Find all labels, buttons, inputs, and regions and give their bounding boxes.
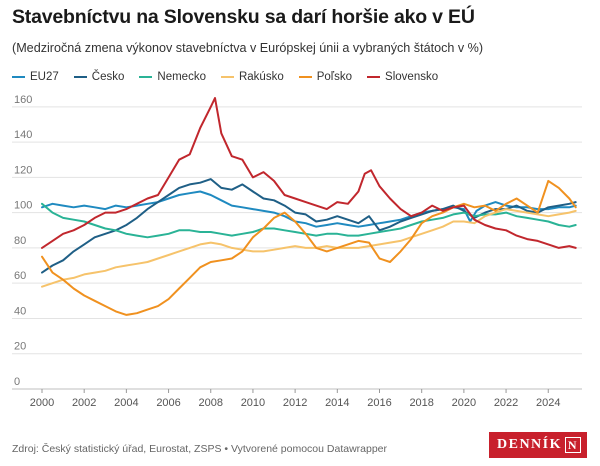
legend: EU27 Česko Nemecko Rakúsko Poľsko Sloven…: [12, 71, 438, 83]
x-tick-label: 2012: [283, 397, 307, 409]
legend-item-eu27: EU27: [12, 71, 59, 83]
legend-label: Česko: [91, 71, 125, 83]
legend-label: Slovensko: [385, 71, 439, 83]
legend-label: Nemecko: [157, 71, 206, 83]
x-tick-label: 2008: [199, 397, 223, 409]
chart-title: Stavebníctvu na Slovensku sa darí horšie…: [12, 6, 475, 28]
legend-swatch: [73, 75, 87, 79]
legend-swatch: [139, 75, 153, 79]
x-tick-label: 2014: [325, 397, 349, 409]
y-tick-label: 0: [14, 376, 20, 388]
series-line-polsko: [41, 179, 577, 316]
x-tick-label: 2020: [452, 397, 476, 409]
y-tick-label: 20: [14, 341, 26, 353]
x-tick-label: 2006: [156, 397, 180, 409]
source-note: Zdroj: Český statistický úřad, Eurostat,…: [12, 443, 388, 455]
legend-swatch: [367, 75, 381, 79]
y-tick-label: 80: [14, 235, 26, 247]
series-line-rakusko: [41, 208, 577, 288]
x-tick-label: 2018: [409, 397, 433, 409]
x-tick-label: 2024: [536, 397, 560, 409]
legend-item-polsko: Poľsko: [298, 71, 353, 83]
legend-item-nemecko: Nemecko: [139, 71, 206, 83]
series-line-slovensko: [41, 97, 577, 249]
y-tick-label: 160: [14, 94, 32, 106]
series-lines: [41, 97, 577, 316]
x-tick-label: 2000: [30, 397, 54, 409]
logo-n-mark: N: [565, 437, 582, 453]
y-tick-label: 100: [14, 200, 32, 212]
logo-box: DENNÍK N: [489, 432, 588, 458]
legend-item-cesko: Česko: [73, 71, 125, 83]
x-tick-label: 2002: [72, 397, 96, 409]
x-tick-label: 2010: [241, 397, 265, 409]
legend-label: Poľsko: [316, 71, 353, 83]
y-tick-label: 140: [14, 129, 32, 141]
y-tick-label: 40: [14, 305, 26, 317]
series-line-cesko: [41, 178, 577, 274]
x-axis: 2000 2002 2004 2006 2008 2010 2012 2014 2016 2018…: [30, 389, 560, 409]
y-tick-label: 60: [14, 270, 26, 282]
logo-text: DENNÍK: [497, 437, 563, 452]
gridlines: 0 20 40 60 80 100 120 140 160: [12, 94, 582, 390]
legend-label: EU27: [30, 71, 59, 83]
x-tick-label: 2004: [114, 397, 138, 409]
legend-item-slovensko: Slovensko: [367, 71, 438, 83]
legend-swatch: [220, 75, 234, 79]
legend-label: Rakúsko: [238, 71, 284, 83]
x-tick-label: 2022: [494, 397, 518, 409]
legend-item-rakusko: Rakúsko: [220, 71, 284, 83]
x-tick-label: 2016: [367, 397, 391, 409]
dennik-n-logo: DENNÍK N: [489, 432, 593, 458]
chart-subtitle: (Medziročná zmena výkonov stavebníctva v…: [12, 41, 484, 55]
legend-swatch: [12, 75, 25, 79]
legend-swatch: [298, 75, 312, 79]
y-tick-label: 120: [14, 164, 32, 176]
